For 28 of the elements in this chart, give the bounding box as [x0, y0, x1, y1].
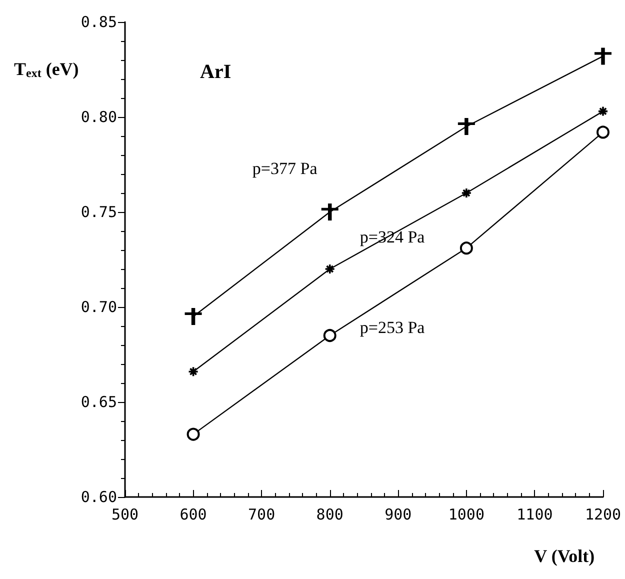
series-label: p=377 Pa	[252, 159, 318, 178]
x-tick-label: 1000	[448, 506, 484, 524]
x-tick-label: 900	[384, 506, 412, 524]
point	[598, 106, 608, 116]
y-tick-label: 0.60	[80, 488, 117, 506]
annotation: ArI	[200, 61, 232, 83]
y-tick-label: 0.65	[80, 393, 117, 411]
point	[186, 428, 200, 441]
y-tick-label: 0.70	[80, 298, 117, 316]
point	[188, 367, 198, 376]
point	[460, 242, 473, 255]
point	[458, 118, 475, 135]
y-tick-label: 0.75	[80, 203, 117, 221]
x-tick-label: 700	[248, 506, 276, 524]
y-tick-label: 0.80	[80, 108, 117, 126]
point	[596, 126, 610, 139]
x-tick-label: 600	[180, 506, 207, 524]
point	[594, 48, 612, 65]
x-tick-label: 800	[316, 506, 344, 524]
series-label: p=253 Pa	[360, 318, 426, 337]
point	[325, 264, 334, 274]
x-tick-label: 1100	[516, 506, 553, 524]
x-tick-label: 1200	[584, 506, 622, 524]
x-axis-title: V (Volt)	[534, 546, 595, 566]
x-tick-label: 500	[111, 506, 139, 524]
point	[462, 188, 471, 198]
point	[323, 329, 336, 342]
y-tick-label: 0.85	[80, 13, 117, 31]
